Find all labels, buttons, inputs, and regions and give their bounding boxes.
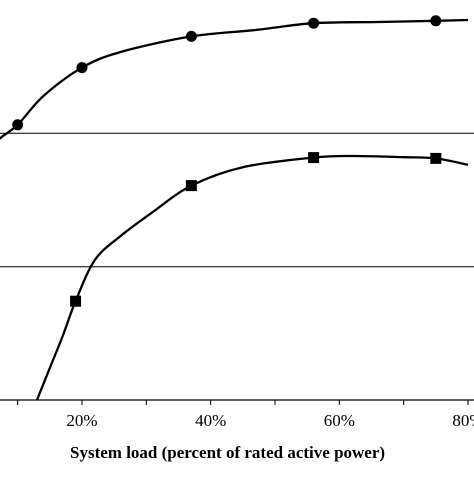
x-tick-label-40: 40%: [195, 411, 226, 430]
tick-labels: 20% 40% 60% 80%: [66, 411, 474, 430]
gridlines: [0, 132, 474, 268]
series-1-point-2: [308, 152, 320, 164]
series-1-line: [35, 154, 469, 401]
series-layer: [0, 18, 469, 401]
series-0-point-0: [12, 119, 24, 131]
x-tick-label-60: 60%: [324, 411, 355, 430]
series-1-point-0: [70, 295, 82, 307]
series-1-point-3: [430, 152, 442, 164]
series-0-point-4: [430, 15, 442, 27]
markers-layer: [12, 15, 442, 307]
series-0-point-2: [185, 30, 197, 42]
x-tick-label-20: 20%: [66, 411, 97, 430]
series-1-point-1: [185, 180, 197, 192]
series-0-line: [0, 18, 469, 141]
x-axis-title: System load (percent of rated active pow…: [70, 443, 385, 462]
series-0-point-1: [76, 62, 88, 74]
series-0-point-3: [308, 17, 320, 29]
x-tick-label-80: 80%: [452, 411, 474, 430]
x-axis: [0, 399, 474, 405]
